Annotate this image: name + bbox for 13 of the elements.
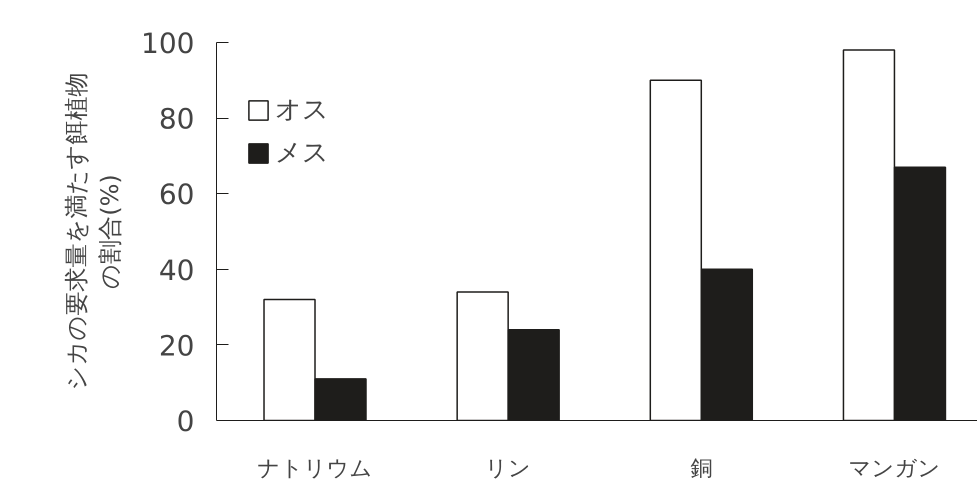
y-tick-label: 80	[158, 102, 195, 136]
x-tick-label: リン	[485, 456, 532, 482]
x-tick-label: 銅	[690, 456, 712, 482]
y-tick-label: 0	[176, 405, 195, 438]
y-tick-label: 60	[158, 178, 195, 212]
y-axis-title: シカの要求量を満たす餌植物の割合(%)	[62, 72, 124, 390]
x-tick-label: マンガン	[848, 456, 940, 482]
legend-label: オス	[275, 94, 329, 127]
y-tick-label: 20	[158, 329, 195, 362]
x-tick-label: ナトリウム	[258, 456, 373, 482]
y-tick-label: 40	[158, 254, 195, 287]
legend-label: メス	[275, 137, 329, 170]
y-tick-label: 100	[141, 27, 195, 60]
